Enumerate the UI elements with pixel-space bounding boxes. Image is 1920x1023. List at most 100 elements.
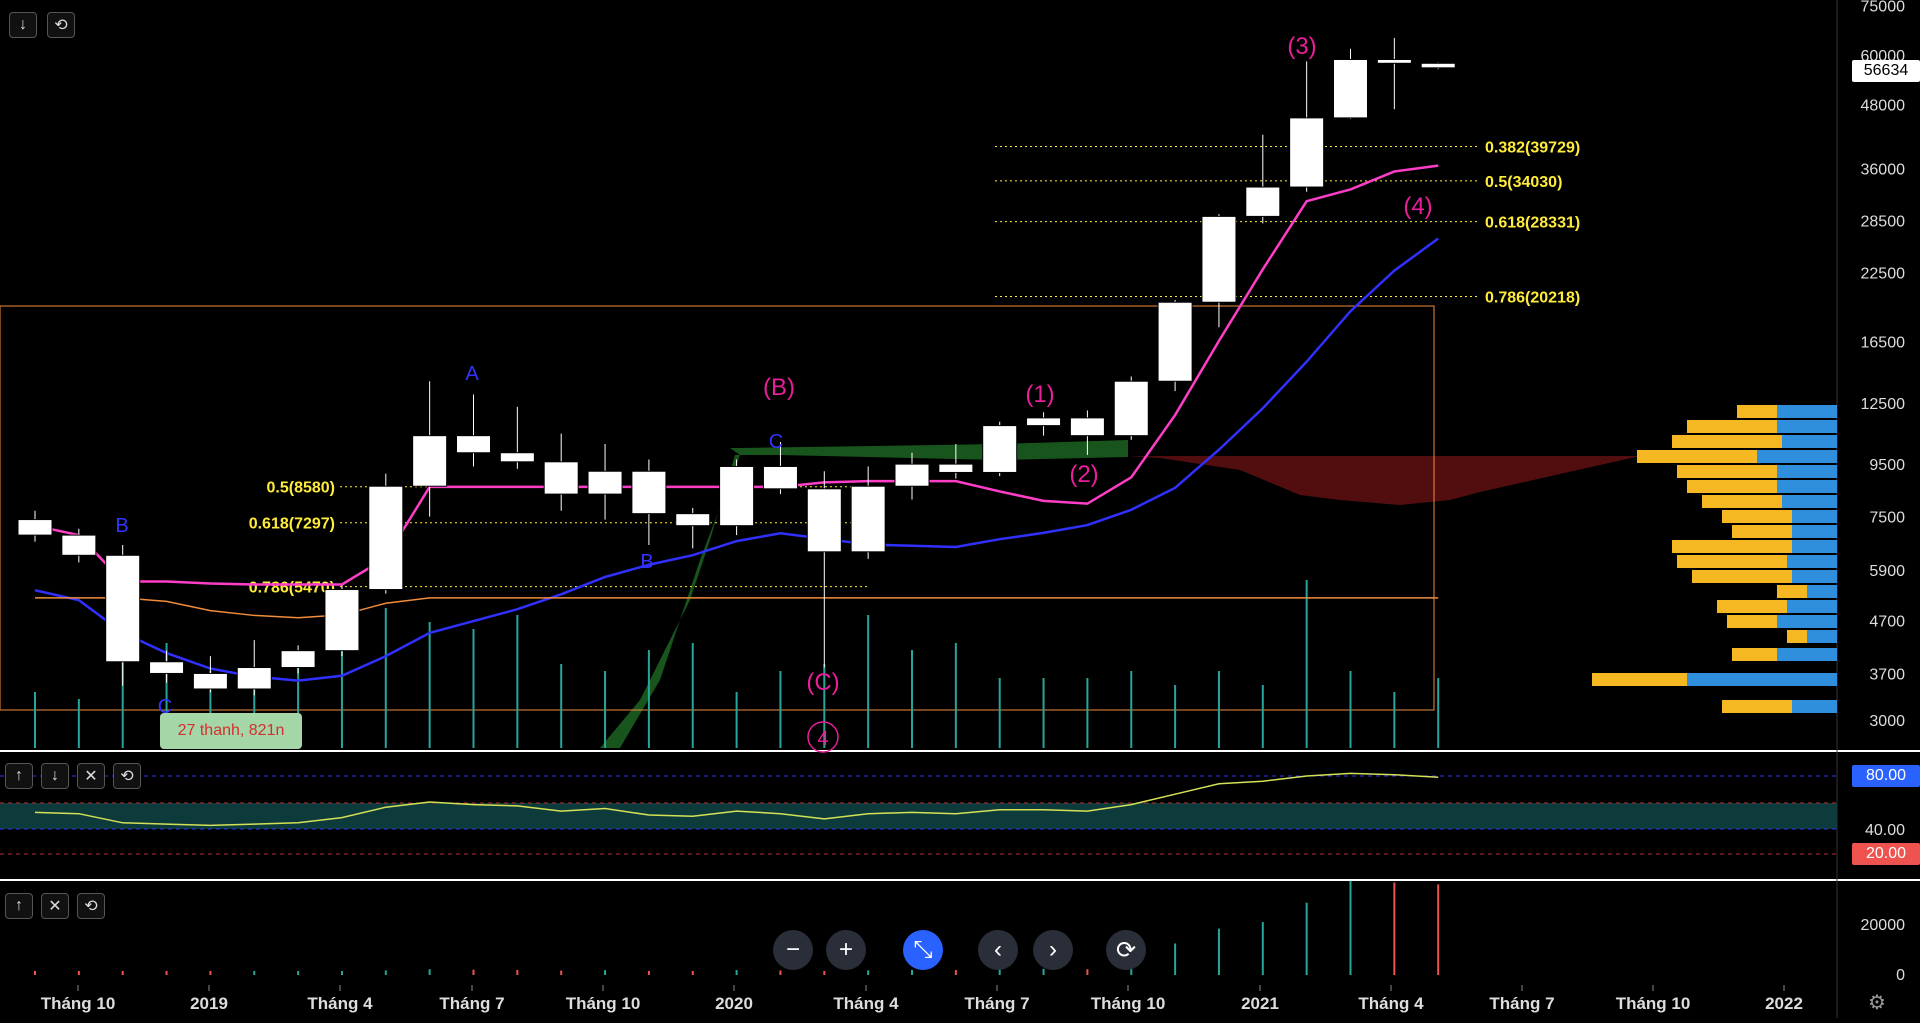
wave-label: (4) [1403, 193, 1432, 220]
wave-labels: (3) (4) (1) (2) (B) (C) 4 A B C B C [115, 33, 1433, 753]
reset-icon[interactable]: ⟲ [47, 12, 75, 38]
candle-body [587, 470, 623, 495]
vp-bar-orange [1717, 600, 1787, 613]
price-tick: 9500 [1869, 457, 1905, 474]
scroll-left-button[interactable]: ‹ [978, 930, 1018, 970]
candle-body [192, 672, 228, 690]
reset-chart-button[interactable]: ⟳ [1106, 930, 1146, 970]
zoom-out-button[interactable]: − [773, 930, 813, 970]
wave-label: C [158, 696, 172, 718]
vp-bar-blue [1792, 700, 1837, 713]
candle-body [675, 513, 711, 527]
price-tick: 12500 [1861, 396, 1906, 413]
arrow-up-icon[interactable]: ↑ [5, 893, 33, 919]
fib-label: 0.382(39729) [1485, 140, 1580, 157]
fib-label: 0.618(28331) [1485, 215, 1580, 232]
rsi-tick-40: 40.00 [1865, 822, 1905, 839]
candle-body [17, 519, 53, 536]
price-tick: 3000 [1869, 713, 1905, 730]
rsi-20-label: 20.00 [1852, 843, 1920, 865]
fib-label: 0.5(8580) [267, 480, 336, 497]
cloud-red [1128, 456, 1640, 505]
vp-bar-orange [1672, 540, 1792, 553]
vp-bar-blue [1777, 615, 1837, 628]
vp-bar-blue [1777, 405, 1837, 418]
time-tick: Tháng 10 [1091, 994, 1166, 1013]
candle-body [105, 554, 141, 663]
vp-bar-orange [1687, 480, 1777, 493]
vp-bar-orange [1737, 405, 1777, 418]
scroll-right-button[interactable]: › [1033, 930, 1073, 970]
vp-bar-blue [1777, 648, 1837, 661]
wave-label: (3) [1287, 33, 1316, 60]
vp-bar-blue [1792, 540, 1837, 553]
candles [17, 37, 1456, 696]
candle-body [324, 589, 360, 652]
candle-body [149, 661, 185, 674]
price-tick: 75000 [1861, 0, 1906, 15]
candle-body [412, 435, 448, 487]
vp-bar-blue [1807, 585, 1837, 598]
vp-bar-orange [1592, 673, 1687, 686]
vp-bar-orange [1677, 465, 1777, 478]
vp-bar-orange [1732, 525, 1792, 538]
candle-body [1113, 380, 1149, 437]
wave-label: B [115, 515, 128, 537]
candle-body [1289, 117, 1325, 188]
vp-bar-orange [1727, 615, 1777, 628]
reset-icon[interactable]: ⟲ [113, 763, 141, 789]
price-tick: 7500 [1869, 510, 1905, 527]
zoom-in-button[interactable]: + [826, 930, 866, 970]
cloud-green [730, 440, 1128, 460]
price-tick: 36000 [1861, 161, 1906, 178]
vp-bar-blue [1777, 480, 1837, 493]
time-axis: Tháng 10 2019 Tháng 4 Tháng 7 Tháng 10 2020 Th… [41, 985, 1803, 1013]
candle-body [1069, 417, 1105, 437]
candle-body [1333, 58, 1368, 119]
arrow-up-icon[interactable]: ↑ [5, 763, 33, 789]
candle-body [806, 488, 842, 553]
rsi-line [34, 772, 1439, 827]
vp-bar-blue [1792, 525, 1837, 538]
vp-bar-blue [1787, 600, 1837, 613]
vp-bar-orange [1702, 495, 1782, 508]
fit-screen-button[interactable]: ⤡ [903, 930, 943, 970]
candle-body [1420, 62, 1456, 69]
candle-body [61, 534, 97, 556]
rsi-80-label: 80.00 [1852, 765, 1920, 787]
rsi-band [0, 803, 1837, 829]
time-tick: 2021 [1241, 994, 1279, 1013]
price-tick: 28500 [1861, 213, 1906, 230]
candle-body [894, 463, 930, 487]
vp-bar-blue [1782, 435, 1837, 448]
vp-bar-blue [1807, 630, 1837, 643]
price-tick: 4700 [1869, 613, 1905, 630]
vp-bar-orange [1787, 630, 1807, 643]
volume-bars [34, 580, 1440, 748]
vp-bar-blue [1777, 465, 1837, 478]
price-tick: 5900 [1869, 563, 1905, 580]
range-box[interactable] [0, 305, 1435, 711]
vp-bar-orange [1732, 648, 1777, 661]
price-axis: 7500060000480003600028500225001650012500… [1861, 0, 1906, 730]
close-icon[interactable]: ✕ [41, 893, 69, 919]
reset-icon[interactable]: ⟲ [77, 893, 105, 919]
candle-body [1026, 417, 1062, 427]
vp-bar-blue [1792, 570, 1837, 583]
arrow-down-icon[interactable]: ↓ [9, 12, 37, 38]
candle-body [499, 452, 535, 463]
candle-body [938, 463, 974, 473]
price-tick: 48000 [1861, 98, 1906, 115]
price-tick: 3700 [1869, 666, 1905, 683]
arrow-down-icon[interactable]: ↓ [41, 763, 69, 789]
settings-gear-icon[interactable]: ⚙ [1868, 992, 1886, 1014]
time-tick: 2022 [1765, 994, 1803, 1013]
time-tick: 2020 [715, 994, 753, 1013]
candle-body [719, 465, 755, 527]
time-tick: Tháng 7 [964, 994, 1029, 1013]
candle-body [762, 465, 798, 490]
close-icon[interactable]: ✕ [77, 763, 105, 789]
vp-bar-orange [1672, 435, 1782, 448]
